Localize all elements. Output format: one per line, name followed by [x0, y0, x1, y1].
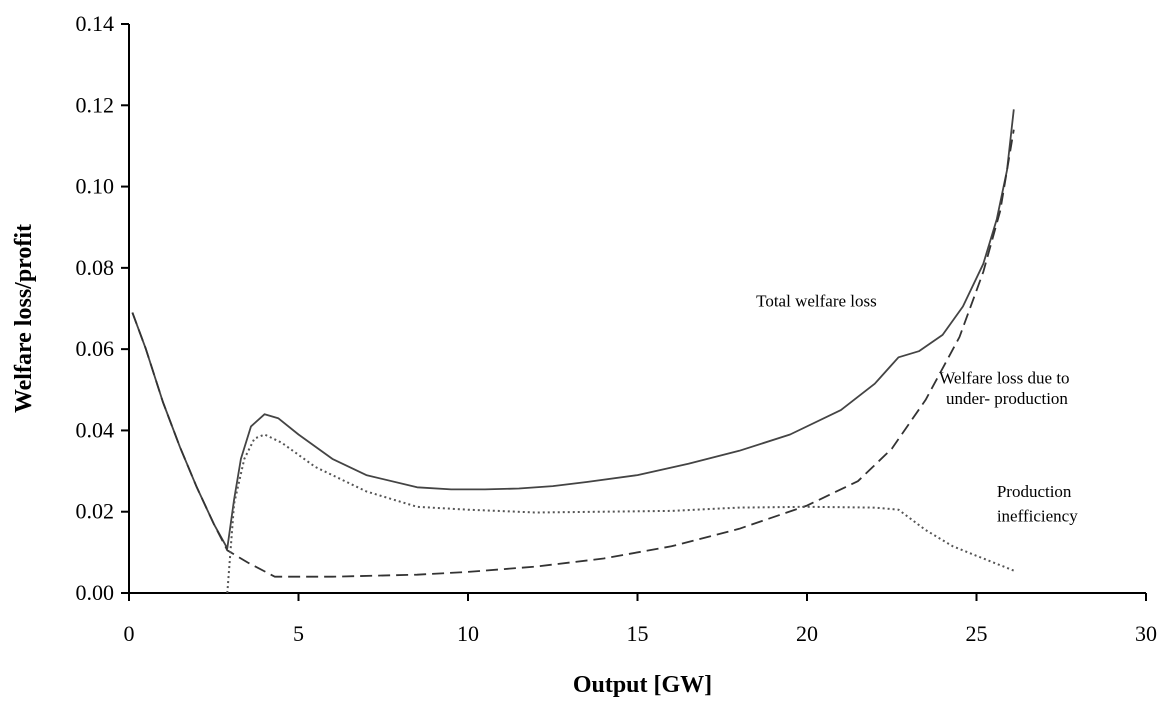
series-annotation: Welfare loss due to — [939, 369, 1069, 388]
series-annotation: inefficiency — [997, 506, 1078, 525]
y-tick-label: 0.02 — [76, 499, 115, 524]
y-tick-label: 0.14 — [76, 11, 115, 36]
y-axis-title: Welfare loss/profit — [11, 224, 37, 413]
x-axis-title: Output [GW] — [573, 672, 712, 698]
x-tick-label: 30 — [1135, 621, 1157, 646]
series-line-dotted — [226, 433, 1015, 594]
y-tick-label: 0.12 — [76, 92, 115, 117]
y-tick-label: 0.10 — [76, 174, 115, 199]
y-tick-label: 0.04 — [76, 417, 115, 442]
y-tick-label: 0.06 — [76, 336, 115, 361]
x-tick-label: 15 — [627, 621, 649, 646]
series-line-solid — [131, 109, 1015, 550]
ticks: 0.00 0.02 0.04 0.06 0.08 0.10 0.12 0.14 0 5 10 15 20… — [76, 11, 1158, 646]
series-annotation: under- production — [946, 389, 1068, 408]
x-tick-label: 10 — [457, 621, 479, 646]
x-tick-label: 5 — [293, 621, 304, 646]
x-tick-label: 25 — [966, 621, 988, 646]
x-tick-label: 0 — [124, 621, 135, 646]
series-annotation: Total welfare loss — [756, 291, 877, 310]
series-layer — [131, 109, 1015, 594]
annotation-layer: Total welfare loss Welfare loss due tound… — [756, 291, 1078, 525]
series-annotation: Production — [997, 482, 1072, 501]
x-tick-label: 20 — [796, 621, 818, 646]
series-line-dashed — [131, 129, 1015, 578]
axes — [128, 24, 1146, 594]
y-tick-label: 0.08 — [76, 255, 115, 280]
y-tick-label: 0.00 — [76, 580, 115, 605]
